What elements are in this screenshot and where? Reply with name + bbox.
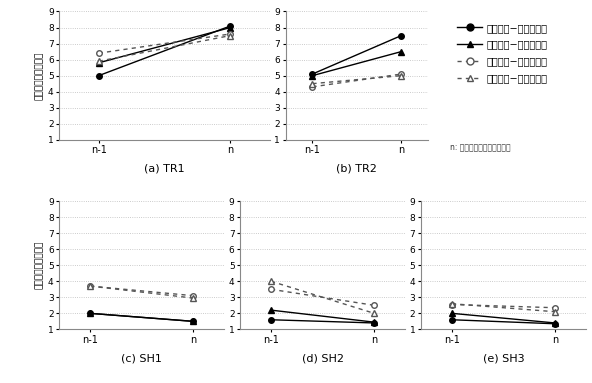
X-axis label: (d) SH2: (d) SH2: [302, 353, 343, 363]
Text: n: ターゲット位置特定試行: n: ターゲット位置特定試行: [450, 144, 510, 152]
X-axis label: (a) TR1: (a) TR1: [144, 164, 185, 173]
X-axis label: (e) SH3: (e) SH3: [482, 353, 525, 363]
Legend: 弁別性高−確定情報有, 弁別性高−確定情報無, 弁別性低−確定情報有, 弁別性低−確定情報無: 弁別性高−確定情報有, 弁別性高−確定情報無, 弁別性低−確定情報有, 弁別性低…: [458, 23, 548, 83]
Y-axis label: トリック有無評定値: トリック有無評定値: [35, 51, 44, 100]
X-axis label: (c) SH1: (c) SH1: [121, 353, 162, 363]
X-axis label: (b) TR2: (b) TR2: [336, 164, 377, 173]
Y-axis label: トリック有無評定値: トリック有無評定値: [35, 241, 44, 290]
